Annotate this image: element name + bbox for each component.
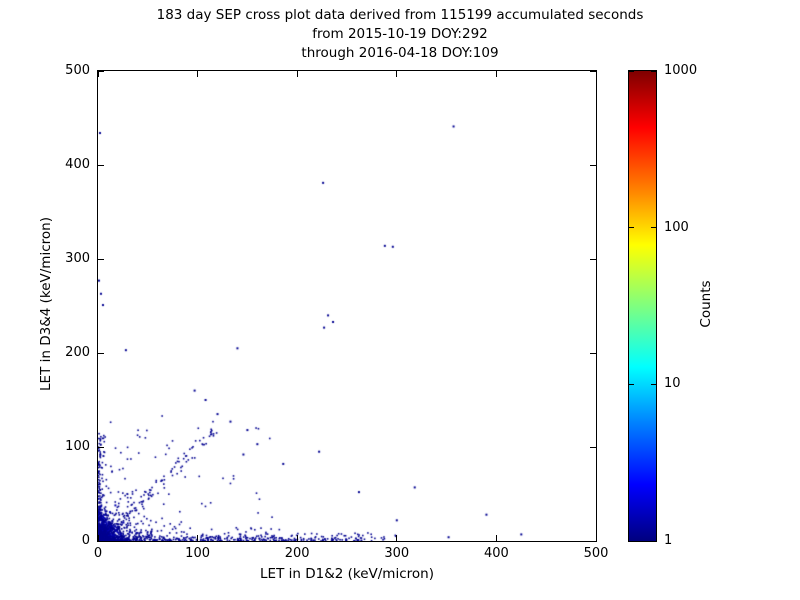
x-tick-mark <box>495 71 497 77</box>
x-tick-mark <box>197 535 199 541</box>
x-tick-mark <box>396 71 398 77</box>
colorbar-tick-label: 10 <box>664 376 681 392</box>
y-tick-label: 400 <box>65 157 90 172</box>
x-tick-mark <box>495 535 497 541</box>
colorbar-tick-label: 1 <box>664 533 673 548</box>
y-tick-label: 200 <box>65 345 90 360</box>
y-tick-mark <box>590 540 596 542</box>
colorbar-tick-mark <box>629 383 634 385</box>
chart-title-line-2: from 2015-10-19 DOY:292 <box>312 26 488 42</box>
x-tick-label: 400 <box>483 546 509 561</box>
colorbar-tick-mark <box>629 70 634 72</box>
colorbar-tick-mark <box>651 383 656 385</box>
chart-title-line-3: through 2016-04-18 DOY:109 <box>301 45 499 61</box>
y-tick-mark <box>98 70 104 72</box>
colorbar-tick-label: 1000 <box>664 63 698 78</box>
colorbar-tick-mark <box>629 227 634 229</box>
y-tick-mark <box>98 540 104 542</box>
colorbar-tick-mark <box>651 70 656 72</box>
colorbar-tick-mark <box>629 540 634 542</box>
x-tick-mark <box>595 71 597 77</box>
x-axis-label: LET in D1&2 (keV/micron) <box>260 566 434 582</box>
colorbar-tick-label: 100 <box>664 219 689 235</box>
plot-area <box>97 70 597 542</box>
y-tick-mark <box>590 258 596 260</box>
chart-title-line-1: 183 day SEP cross plot data derived from… <box>156 7 644 23</box>
x-tick-mark <box>97 535 99 541</box>
x-tick-mark <box>595 535 597 541</box>
y-tick-mark <box>98 446 104 448</box>
x-tick-label: 0 <box>93 546 103 561</box>
y-tick-label: 500 <box>65 63 90 78</box>
colorbar-label: Counts <box>698 280 714 328</box>
colorbar <box>628 70 657 542</box>
y-tick-mark <box>98 258 104 260</box>
colorbar-tick-mark <box>651 540 656 542</box>
x-tick-mark <box>197 71 199 77</box>
x-tick-label: 200 <box>284 546 310 561</box>
x-tick-label: 500 <box>583 546 609 561</box>
y-tick-label: 300 <box>65 251 90 266</box>
x-tick-label: 300 <box>384 546 410 561</box>
y-tick-label: 100 <box>65 439 90 454</box>
x-tick-label: 100 <box>185 546 210 561</box>
x-tick-mark <box>396 535 398 541</box>
y-tick-mark <box>590 352 596 354</box>
y-tick-mark <box>590 446 596 448</box>
scatter-points-canvas <box>98 71 596 541</box>
colorbar-tick-mark <box>651 227 656 229</box>
y-tick-mark <box>590 164 596 166</box>
y-tick-mark <box>590 70 596 72</box>
x-tick-mark <box>296 535 298 541</box>
y-tick-mark <box>98 352 104 354</box>
y-axis-label: LET in D3&4 (keV/micron) <box>38 217 54 391</box>
x-tick-mark <box>97 71 99 77</box>
chart-title: 183 day SEP cross plot data derived from… <box>0 6 800 63</box>
y-tick-mark <box>98 164 104 166</box>
x-tick-mark <box>296 71 298 77</box>
y-tick-label: 0 <box>81 533 90 548</box>
